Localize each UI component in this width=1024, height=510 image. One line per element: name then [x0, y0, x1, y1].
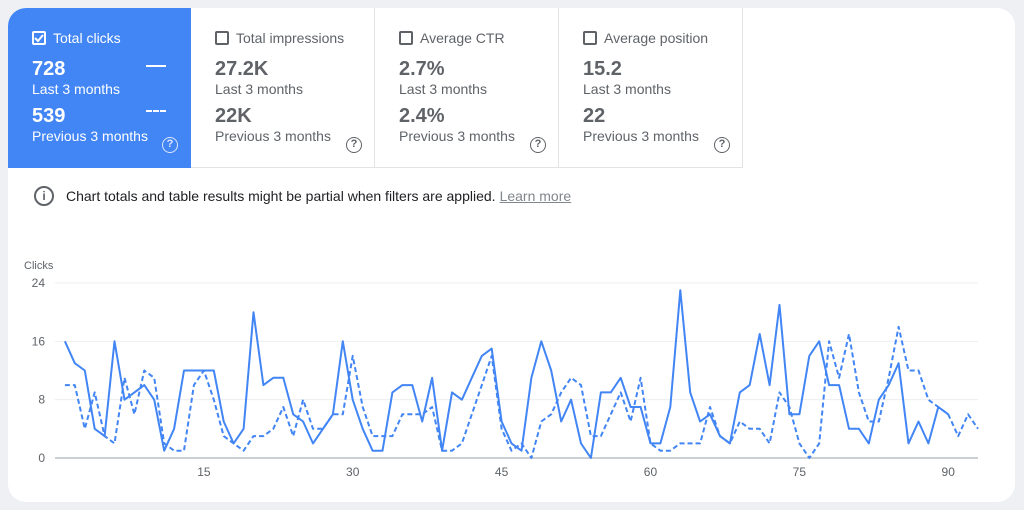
metric-label: Total clicks: [53, 30, 121, 46]
checkbox-checked-icon[interactable]: [32, 31, 46, 45]
help-icon[interactable]: ?: [714, 137, 730, 153]
info-icon: i: [34, 186, 54, 206]
metric-total-clicks[interactable]: Total clicks 728 Last 3 months 539 Previ…: [8, 8, 191, 168]
metric-label: Average CTR: [420, 30, 505, 46]
x-tick-label: 75: [793, 465, 807, 478]
metric-value: 27.2K: [215, 58, 269, 80]
metric-period: Last 3 months: [399, 81, 487, 97]
metric-total-impressions[interactable]: Total impressions 27.2K Last 3 months 22…: [191, 8, 375, 168]
series-previous-line: [64, 325, 979, 459]
x-tick-label: 90: [942, 465, 956, 478]
x-tick-label: 30: [346, 465, 360, 478]
y-axis-label: Clicks: [24, 260, 54, 272]
metric-value: 15.2: [583, 58, 622, 80]
partial-results-notice: i Chart totals and table results might b…: [34, 186, 571, 206]
checkbox-icon[interactable]: [215, 31, 229, 45]
y-tick-label: 16: [32, 334, 46, 348]
metric-label: Total impressions: [236, 30, 345, 46]
learn-more-link[interactable]: Learn more: [499, 188, 572, 204]
help-icon[interactable]: ?: [530, 137, 546, 153]
metric-tabs: Total clicks 728 Last 3 months 539 Previ…: [8, 8, 743, 168]
performance-card: Total clicks 728 Last 3 months 539 Previ…: [8, 8, 1015, 502]
series-current-line: [63, 289, 949, 459]
y-tick-label: 0: [38, 451, 45, 465]
metric-prev-period: Previous 3 months: [32, 128, 148, 144]
y-tick-label: 8: [38, 393, 45, 407]
x-tick-label: 45: [495, 465, 509, 478]
clicks-line-chart: Clicks 0 8 16 24 15 30 45 60 75 90: [24, 260, 979, 478]
metric-value: 728: [32, 58, 66, 80]
checkbox-icon[interactable]: [399, 31, 413, 45]
metric-prev-value: 539: [32, 105, 66, 127]
metric-prev-value: 22K: [215, 105, 252, 127]
notice-text: Chart totals and table results might be …: [66, 188, 496, 204]
metric-period: Last 3 months: [32, 81, 120, 97]
help-icon[interactable]: ?: [346, 137, 362, 153]
metric-value: 2.7%: [399, 58, 445, 80]
metric-prev-period: Previous 3 months: [215, 128, 331, 144]
metric-prev-period: Previous 3 months: [399, 128, 515, 144]
checkbox-icon[interactable]: [583, 31, 597, 45]
legend-solid-line-icon: [146, 65, 166, 67]
y-tick-label: 24: [32, 276, 46, 290]
x-tick-label: 15: [197, 465, 211, 478]
metric-prev-value: 22: [583, 105, 606, 127]
metric-period: Last 3 months: [583, 81, 671, 97]
metric-average-ctr[interactable]: Average CTR 2.7% Last 3 months 2.4% Prev…: [375, 8, 559, 168]
metric-period: Last 3 months: [215, 81, 303, 97]
metric-prev-value: 2.4%: [399, 105, 445, 127]
x-tick-label: 60: [644, 465, 658, 478]
metric-prev-period: Previous 3 months: [583, 128, 699, 144]
metric-label: Average position: [604, 30, 709, 46]
metric-average-position[interactable]: Average position 15.2 Last 3 months 22 P…: [559, 8, 743, 168]
help-icon[interactable]: ?: [162, 137, 178, 153]
legend-dashed-line-icon: [146, 110, 166, 112]
